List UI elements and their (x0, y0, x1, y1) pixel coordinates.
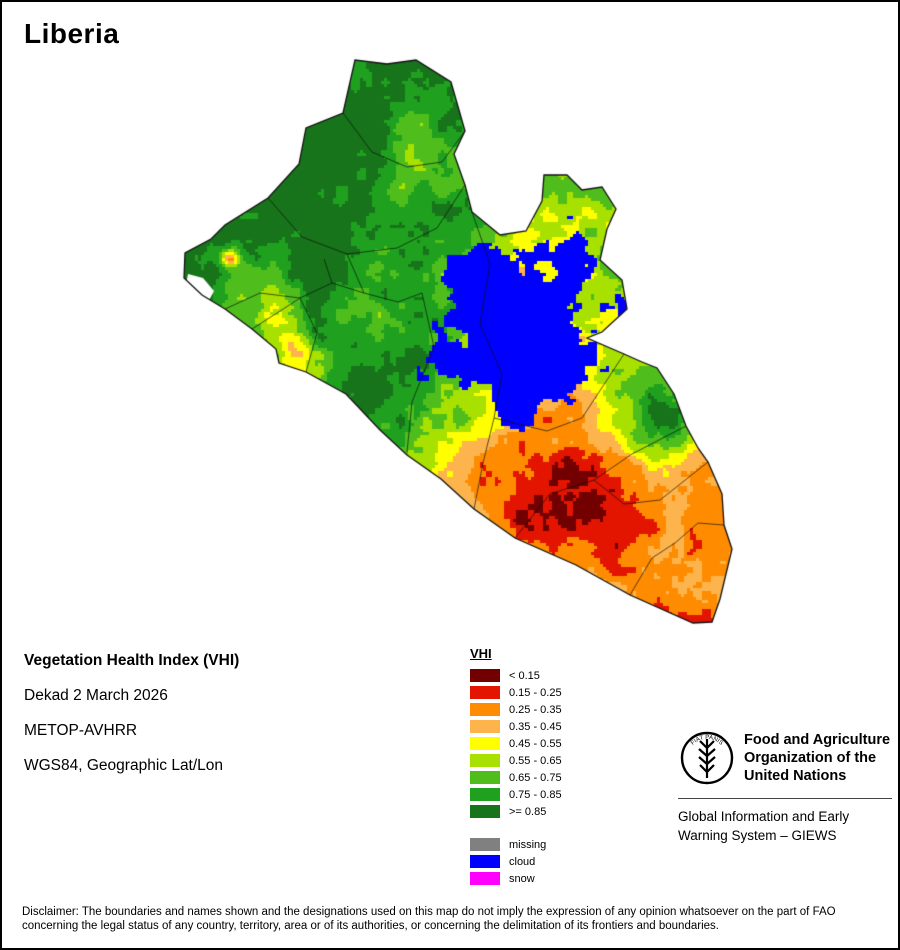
legend-class-label: 0.35 - 0.45 (509, 720, 562, 733)
legend-row: cloud (470, 855, 630, 868)
legend-row: < 0.15 (470, 669, 630, 682)
legend-class-label: >= 0.85 (509, 805, 547, 818)
legend-row: 0.75 - 0.85 (470, 788, 630, 801)
map-projection: WGS84, Geographic Lat/Lon (24, 757, 224, 774)
legend-row: snow (470, 872, 630, 885)
legend-swatch (470, 872, 500, 885)
legend-swatch (470, 855, 500, 868)
legend-row: 0.15 - 0.25 (470, 686, 630, 699)
legend-swatch (470, 805, 500, 818)
map-product-title: Vegetation Health Index (VHI) (24, 652, 240, 669)
fao-name: Food and Agriculture Organization of the… (744, 732, 891, 784)
legend-class-label: 0.55 - 0.65 (509, 754, 562, 767)
fao-motto-text: FIAT PANIS (690, 735, 724, 747)
legend-class-label: missing (509, 838, 547, 851)
fao-block: FIAT PANIS Food and Agriculture Organiza… (678, 726, 892, 845)
legend-class-label: snow (509, 872, 535, 885)
disclaimer-text: Disclaimer: The boundaries and names sho… (22, 906, 836, 932)
legend-row: missing (470, 838, 630, 851)
legend-class-label: 0.65 - 0.75 (509, 771, 562, 784)
page-title: Liberia (24, 18, 120, 49)
legend-row: 0.55 - 0.65 (470, 754, 630, 767)
legend-swatch (470, 838, 500, 851)
legend-class-label: < 0.15 (509, 669, 540, 682)
legend-class-label: 0.75 - 0.85 (509, 788, 562, 801)
legend-swatch (470, 754, 500, 767)
legend-swatch (470, 669, 500, 682)
fao-header: FIAT PANIS Food and Agriculture Organiza… (678, 726, 892, 788)
legend-row: 0.65 - 0.75 (470, 771, 630, 784)
legend-class-label: 0.15 - 0.25 (509, 686, 562, 699)
fao-logo: FIAT PANIS (680, 731, 734, 785)
legend-swatch (470, 771, 500, 784)
legend-class-list: < 0.15 0.15 - 0.25 0.25 - 0.35 0.35 - 0.45 0… (470, 669, 630, 818)
fao-separator (678, 798, 892, 799)
legend-swatch (470, 720, 500, 733)
map-metadata: Vegetation Health Index (VHI) Dekad 2 Ma… (24, 652, 239, 792)
fao-logo-circle (680, 731, 734, 785)
legend-row: >= 0.85 (470, 805, 630, 818)
legend-swatch (470, 737, 500, 750)
legend-flag-list: missing cloud snow (470, 838, 630, 885)
giews-name: Global Information and Early Warning Sys… (678, 809, 850, 843)
vhi-legend: VHI < 0.15 0.15 - 0.25 0.25 - 0.35 0.35 - 0… (470, 646, 630, 889)
legend-swatch (470, 788, 500, 801)
legend-class-label: 0.25 - 0.35 (509, 703, 562, 716)
wheat-grains-icon (698, 740, 716, 773)
legend-class-label: 0.45 - 0.55 (509, 737, 562, 750)
legend-row: 0.45 - 0.55 (470, 737, 630, 750)
legend-title: VHI (470, 646, 492, 661)
legend-class-label: cloud (509, 855, 536, 868)
map-sensor: METOP-AVHRR (24, 722, 138, 739)
legend-swatch (470, 686, 500, 699)
legend-row: 0.25 - 0.35 (470, 703, 630, 716)
legend-swatch (470, 703, 500, 716)
map-dekad: Dekad 2 March 2026 (24, 687, 168, 704)
legend-row: 0.35 - 0.45 (470, 720, 630, 733)
